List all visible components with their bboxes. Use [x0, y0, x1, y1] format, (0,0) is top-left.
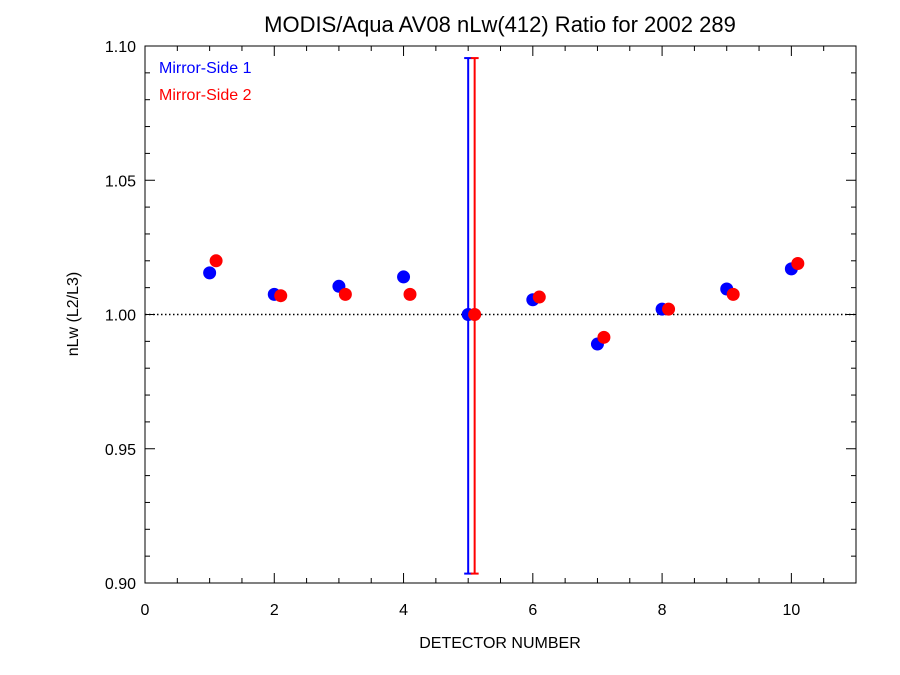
data-point-series-2 — [403, 287, 417, 301]
data-point-series-1 — [203, 266, 217, 280]
chart-title: MODIS/Aqua AV08 nLw(412) Ratio for 2002 … — [264, 12, 736, 37]
legend-entry: Mirror-Side 2 — [159, 87, 252, 104]
data-point-series-2 — [791, 256, 805, 270]
y-tick-label: 0.95 — [105, 442, 136, 459]
y-tick-label: 0.90 — [105, 576, 136, 593]
y-tick-label: 1.05 — [105, 173, 136, 190]
x-tick-label: 0 — [141, 602, 150, 619]
x-tick-label: 6 — [528, 602, 537, 619]
data-point-series-2 — [274, 289, 288, 303]
y-axis-label: nLw (L2/L3) — [65, 272, 82, 357]
data-point-series-2 — [662, 302, 676, 316]
x-tick-label: 2 — [270, 602, 279, 619]
x-tick-label: 4 — [399, 602, 408, 619]
x-tick-label: 8 — [658, 602, 667, 619]
y-tick-label: 1.00 — [105, 308, 136, 325]
data-point-series-2 — [597, 330, 611, 344]
data-point-series-2 — [726, 287, 740, 301]
axis-ticks: 0 2 4 6 8 10 0.90 0.95 1.00 1.05 1.10 — [105, 39, 857, 619]
data-point-series-2 — [209, 254, 223, 268]
legend-entry: Mirror-Side 1 — [159, 60, 252, 77]
data-point-series-1 — [397, 270, 411, 284]
data-point-series-2 — [532, 290, 546, 304]
data-point-series-2 — [338, 287, 352, 301]
x-tick-label: 10 — [782, 602, 800, 619]
data-point-series-2 — [468, 308, 482, 321]
x-axis-label: DETECTOR NUMBER — [419, 635, 581, 652]
legend: Mirror-Side 1 Mirror-Side 2 — [159, 60, 252, 104]
y-tick-label: 1.10 — [105, 39, 136, 56]
data-points — [203, 254, 805, 351]
